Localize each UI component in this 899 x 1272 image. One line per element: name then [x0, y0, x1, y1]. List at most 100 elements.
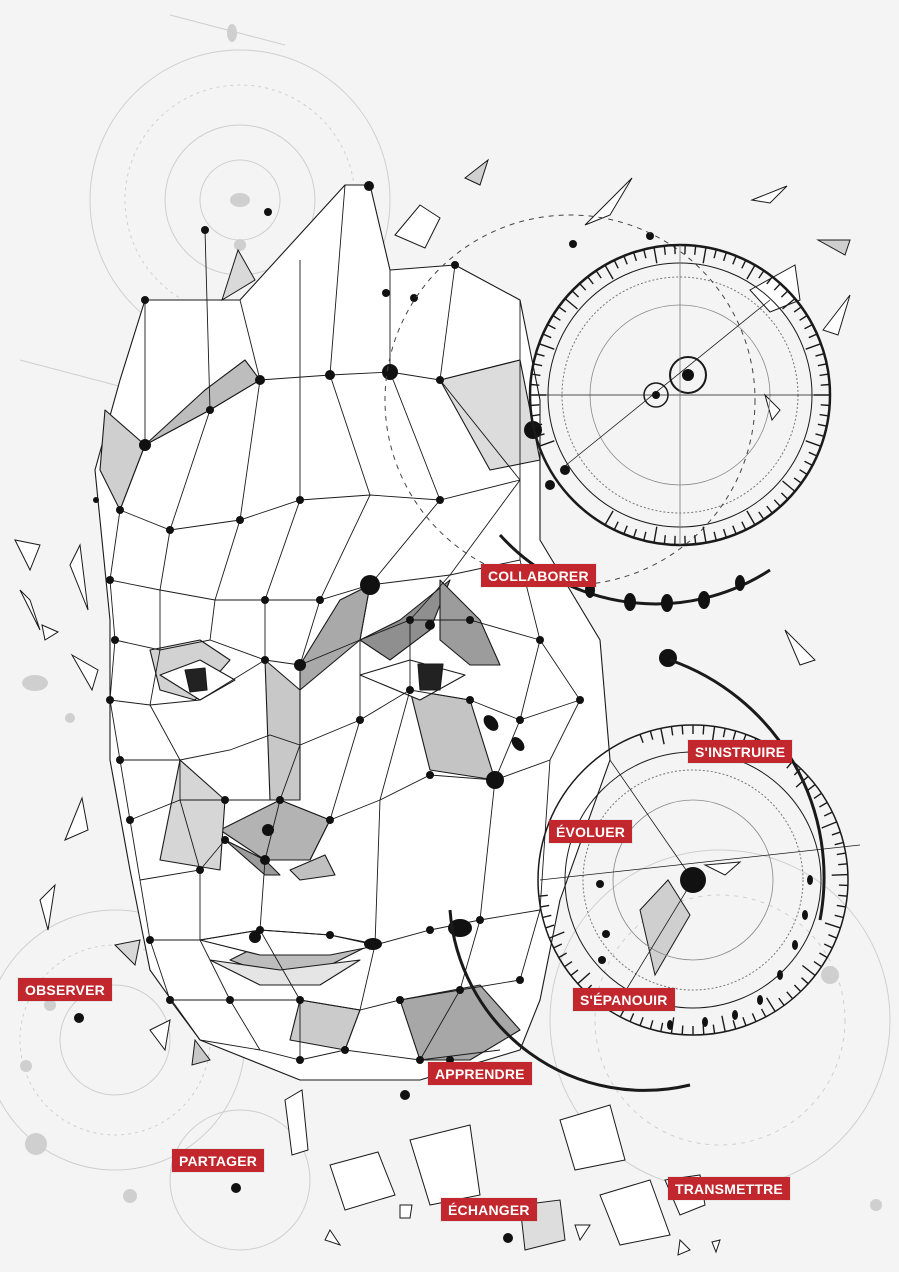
dial-tick	[820, 404, 830, 407]
dial-tick	[571, 290, 580, 298]
dial-tick	[741, 521, 747, 531]
dial-tick	[805, 343, 822, 350]
dial-tick	[766, 997, 776, 1012]
dial-tick	[782, 480, 796, 492]
label-partager: PARTAGER	[172, 1149, 265, 1172]
dial-tick	[758, 270, 765, 279]
dial-tick	[623, 525, 628, 535]
dial-tick	[766, 276, 773, 285]
dial-tick	[623, 255, 628, 265]
dial-tick	[713, 249, 717, 259]
dial-tick	[570, 969, 579, 976]
dial-tick	[531, 413, 541, 417]
dial-tick	[760, 1008, 767, 1018]
dial-tick	[538, 343, 555, 350]
dial-tick	[819, 413, 829, 417]
dial-tick	[804, 460, 813, 467]
dial-tick	[553, 943, 563, 949]
dial-tick	[834, 841, 844, 846]
dial-tick	[838, 894, 848, 897]
top-dial-beads	[585, 369, 745, 667]
dial-tick	[721, 1015, 726, 1032]
dial-tick	[793, 306, 802, 313]
dial-tick	[824, 922, 841, 929]
dial-tick	[838, 863, 848, 866]
dial-tick	[660, 1022, 664, 1032]
dial-tick	[663, 245, 666, 255]
dial-tick	[793, 477, 802, 484]
dial-tick	[778, 997, 785, 1006]
dial-tick	[786, 991, 794, 1000]
dial-tick	[732, 730, 737, 740]
dial-tick	[595, 270, 602, 279]
dial-tick	[819, 952, 828, 959]
dial-tick	[741, 259, 747, 269]
label-apprendre: APPRENDRE	[428, 1062, 532, 1085]
dial-tick	[542, 333, 552, 339]
dial-tick	[613, 521, 619, 531]
dial-tick	[535, 433, 545, 437]
label-evoluer: ÉVOLUER	[549, 820, 633, 843]
dial-tick	[834, 914, 844, 919]
head-mesh	[94, 184, 611, 1081]
dial-tick	[831, 873, 848, 876]
dial-tick	[805, 440, 822, 447]
dial-tick	[713, 531, 717, 541]
dial-tick	[751, 1013, 757, 1022]
dial-tick	[813, 961, 822, 968]
dial-tick	[815, 353, 825, 357]
dial-tick	[660, 728, 665, 745]
dial-tick	[746, 510, 756, 526]
label-transmettre: TRANSMETTRE	[668, 1177, 790, 1200]
dial-tick	[813, 792, 822, 799]
dial-tick	[533, 423, 543, 427]
dial-tick	[702, 725, 705, 735]
dial-tick	[722, 728, 726, 738]
dial-tick	[815, 433, 825, 437]
dial-tick	[773, 283, 781, 291]
dial-tick	[758, 511, 765, 520]
dial-tick	[799, 314, 808, 321]
dial-tick	[604, 510, 614, 526]
dial-tick	[836, 904, 846, 908]
dial-tick	[694, 535, 697, 545]
dial-tick	[538, 440, 555, 447]
dial-tick	[742, 1016, 747, 1026]
dial-tick	[732, 525, 737, 535]
dial-tick	[587, 276, 594, 285]
label-sepanouir: S'ÉPANOUIR	[573, 988, 675, 1011]
dial-tick	[712, 1024, 716, 1034]
dial-tick	[663, 535, 666, 545]
dial-tick	[632, 252, 638, 262]
dial-tick	[530, 404, 540, 407]
dial-tick	[558, 952, 567, 959]
dial-tick	[558, 306, 567, 313]
label-sinstruire: S'INSTRUIRE	[688, 740, 793, 763]
dial-tick	[808, 451, 818, 457]
dial-tick	[766, 505, 773, 514]
dial-tick	[808, 333, 818, 339]
label-observer: OBSERVER	[18, 978, 112, 1001]
dial-tick	[613, 259, 619, 269]
top-dial-ticks	[530, 245, 830, 545]
dial-tick	[577, 972, 591, 985]
label-echanger: ÉCHANGER	[441, 1198, 537, 1221]
dial-tick	[604, 264, 614, 280]
dial-tick	[545, 924, 555, 929]
dial-tick	[579, 283, 587, 291]
dial-tick	[821, 821, 837, 829]
dial-tick	[780, 290, 789, 298]
dial-tick	[643, 249, 647, 259]
dial-tick	[722, 252, 728, 262]
dial-tick	[629, 1013, 635, 1022]
dial-tick	[653, 247, 658, 264]
dial-tick	[538, 894, 548, 897]
dial-tick	[801, 964, 816, 976]
dial-tick	[836, 852, 846, 856]
dial-tick	[820, 383, 830, 386]
dial-tick	[694, 245, 697, 255]
dial-tick	[530, 383, 540, 386]
dial-tick	[780, 492, 789, 500]
dial-tick	[564, 298, 578, 310]
